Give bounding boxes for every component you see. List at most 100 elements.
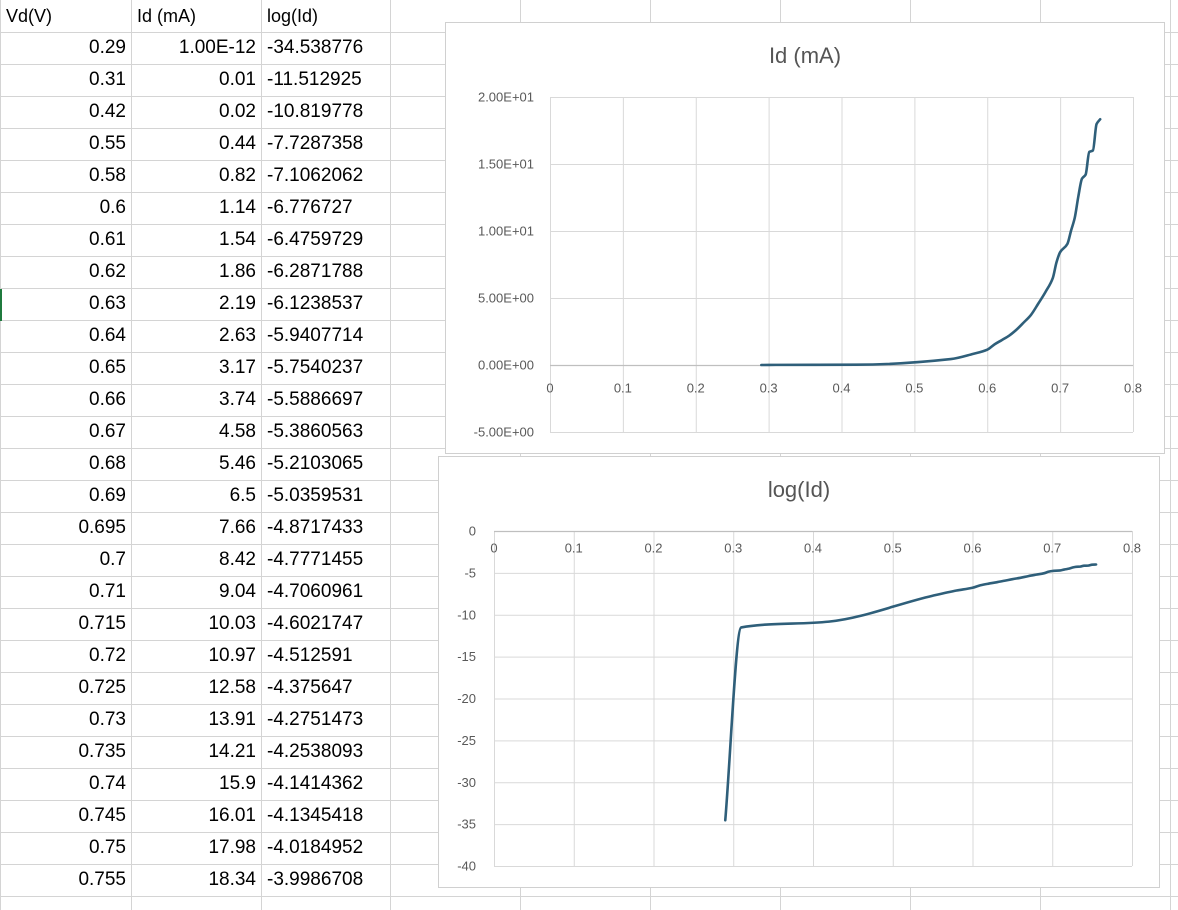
log-id-cell[interactable]: -5.7540237	[267, 357, 364, 378]
vd-cell[interactable]: 0.63	[89, 293, 126, 314]
log-id-cell[interactable]: -4.512591	[267, 645, 353, 666]
id-cell[interactable]: 7.66	[219, 517, 256, 538]
y-tick-label: 0	[469, 524, 476, 539]
id-cell[interactable]: 0.44	[219, 133, 256, 154]
y-tick-label: -15	[457, 649, 476, 664]
id-cell[interactable]: 0.02	[219, 101, 256, 122]
id-cell[interactable]: 1.54	[219, 229, 256, 250]
vd-cell[interactable]: 0.74	[89, 773, 126, 794]
id-cell[interactable]: 12.58	[208, 677, 256, 698]
log-id-cell[interactable]: -10.819778	[267, 101, 364, 122]
id-cell[interactable]: 10.97	[208, 645, 256, 666]
log-id-cell[interactable]: -4.7060961	[267, 581, 364, 602]
y-tick-label: -25	[457, 733, 476, 748]
id-cell[interactable]: 3.74	[219, 389, 256, 410]
id-cell[interactable]: 9.04	[219, 581, 256, 602]
vd-cell[interactable]: 0.68	[89, 453, 126, 474]
log-id-cell[interactable]: -4.375647	[267, 677, 353, 698]
vd-cell[interactable]: 0.66	[89, 389, 126, 410]
log-id-cell[interactable]: -6.4759729	[267, 229, 364, 250]
log-id-cell[interactable]: -4.1345418	[267, 805, 364, 826]
x-tick-label: 0.3	[760, 381, 778, 396]
y-tick-label: -5.00E+00	[474, 425, 534, 440]
id-cell[interactable]: 1.86	[219, 261, 256, 282]
vd-cell[interactable]: 0.58	[89, 165, 126, 186]
log-id-chart[interactable]: log(Id) 0 0.1 0.2 0.3 0.4 0.5 0.6 0.7 0.8 0 -5 -10 -…	[438, 456, 1160, 888]
id-cell[interactable]: 8.42	[219, 549, 256, 570]
header-cell[interactable]: log(Id)	[267, 6, 319, 26]
header-cell[interactable]: Vd(V)	[6, 6, 53, 26]
id-cell[interactable]: 18.34	[208, 869, 256, 890]
vd-cell[interactable]: 0.72	[89, 645, 126, 666]
id-cell[interactable]: 2.63	[219, 325, 256, 346]
log-id-cell[interactable]: -6.2871788	[267, 261, 364, 282]
vd-cell[interactable]: 0.745	[78, 805, 126, 826]
vd-cell[interactable]: 0.61	[89, 229, 126, 250]
vd-cell[interactable]: 0.725	[78, 677, 126, 698]
id-cell[interactable]: 1.00E-12	[178, 37, 256, 58]
vd-cell[interactable]: 0.735	[78, 741, 126, 762]
vd-cell[interactable]: 0.7	[99, 549, 126, 570]
log-id-cell[interactable]: -5.2103065	[267, 453, 364, 474]
vd-cell[interactable]: 0.755	[78, 869, 126, 890]
vd-cell[interactable]: 0.695	[78, 517, 126, 538]
vd-cell[interactable]: 0.6	[99, 197, 126, 218]
log-id-cell[interactable]: -7.1062062	[267, 165, 364, 186]
vd-cell[interactable]: 0.64	[89, 325, 126, 346]
log-id-cell[interactable]: -5.0359531	[267, 485, 364, 506]
id-cell[interactable]: 17.98	[208, 837, 256, 858]
log-id-cell[interactable]: -6.1238537	[267, 293, 364, 314]
log-id-cell[interactable]: -6.776727	[267, 197, 353, 218]
id-cell[interactable]: 3.17	[219, 357, 256, 378]
vd-cell[interactable]: 0.31	[89, 69, 126, 90]
id-cell[interactable]: 15.9	[219, 773, 256, 794]
vd-cell[interactable]: 0.42	[89, 101, 126, 122]
vd-cell[interactable]: 0.67	[89, 421, 126, 442]
vd-cell[interactable]: 0.62	[89, 261, 126, 282]
x-tick-label: 0.3	[724, 541, 742, 556]
log-id-cell[interactable]: -7.7287358	[267, 133, 364, 154]
id-cell[interactable]: 6.5	[229, 485, 256, 506]
log-id-cell[interactable]: -4.0184952	[267, 837, 364, 858]
log-id-cell[interactable]: -4.2751473	[267, 709, 364, 730]
x-tick-label: 0.2	[687, 381, 705, 396]
log-id-cell[interactable]: -3.9986708	[267, 869, 364, 890]
vd-cell[interactable]: 0.29	[89, 37, 126, 58]
id-cell[interactable]: 16.01	[208, 805, 256, 826]
vd-cell[interactable]: 0.73	[89, 709, 126, 730]
log-id-cell[interactable]: -5.9407714	[267, 325, 364, 346]
id-chart[interactable]: Id (mA) 0 0.1 0.2 0.3 0.4 0.5 0.6 0.7 0.8 2.00E+0…	[445, 22, 1165, 454]
log-id-cell[interactable]: -5.3860563	[267, 421, 364, 442]
id-cell[interactable]: 10.03	[208, 613, 256, 634]
log-id-cell[interactable]: -4.2538093	[267, 741, 364, 762]
log-id-cell[interactable]: -4.8717433	[267, 517, 364, 538]
id-cell[interactable]: 14.21	[208, 741, 256, 762]
id-cell[interactable]: 0.01	[219, 69, 256, 90]
y-tick-label: 2.00E+01	[478, 90, 534, 105]
id-cell[interactable]: 2.19	[219, 293, 256, 314]
x-tick-label: 0.1	[565, 541, 583, 556]
header-cell[interactable]: Id (mA)	[137, 6, 197, 26]
id-cell[interactable]: 5.46	[219, 453, 256, 474]
log-id-cell[interactable]: -5.5886697	[267, 389, 364, 410]
vd-cell[interactable]: 0.75	[89, 837, 126, 858]
x-tick-label: 0.6	[978, 381, 996, 396]
chart-title: log(Id)	[767, 477, 831, 502]
id-cell[interactable]: 13.91	[208, 709, 256, 730]
vd-cell[interactable]: 0.65	[89, 357, 126, 378]
vd-cell[interactable]: 0.55	[89, 133, 126, 154]
log-id-cell[interactable]: -4.7771455	[267, 549, 364, 570]
vd-cell[interactable]: 0.715	[78, 613, 126, 634]
id-cell[interactable]: 4.58	[219, 421, 256, 442]
id-cell[interactable]: 0.82	[219, 165, 256, 186]
log-id-cell[interactable]: -4.6021747	[267, 613, 364, 634]
log-id-cell[interactable]: -34.538776	[267, 37, 364, 58]
id-cell[interactable]: 1.14	[219, 197, 256, 218]
log-id-cell[interactable]: -11.512925	[267, 69, 362, 90]
vd-cell[interactable]: 0.69	[89, 485, 126, 506]
x-tick-label: 0	[490, 541, 497, 556]
y-tick-label: -20	[457, 691, 476, 706]
y-tick-label: 5.00E+00	[478, 291, 534, 306]
log-id-cell[interactable]: -4.1414362	[267, 773, 364, 794]
vd-cell[interactable]: 0.71	[89, 581, 126, 602]
